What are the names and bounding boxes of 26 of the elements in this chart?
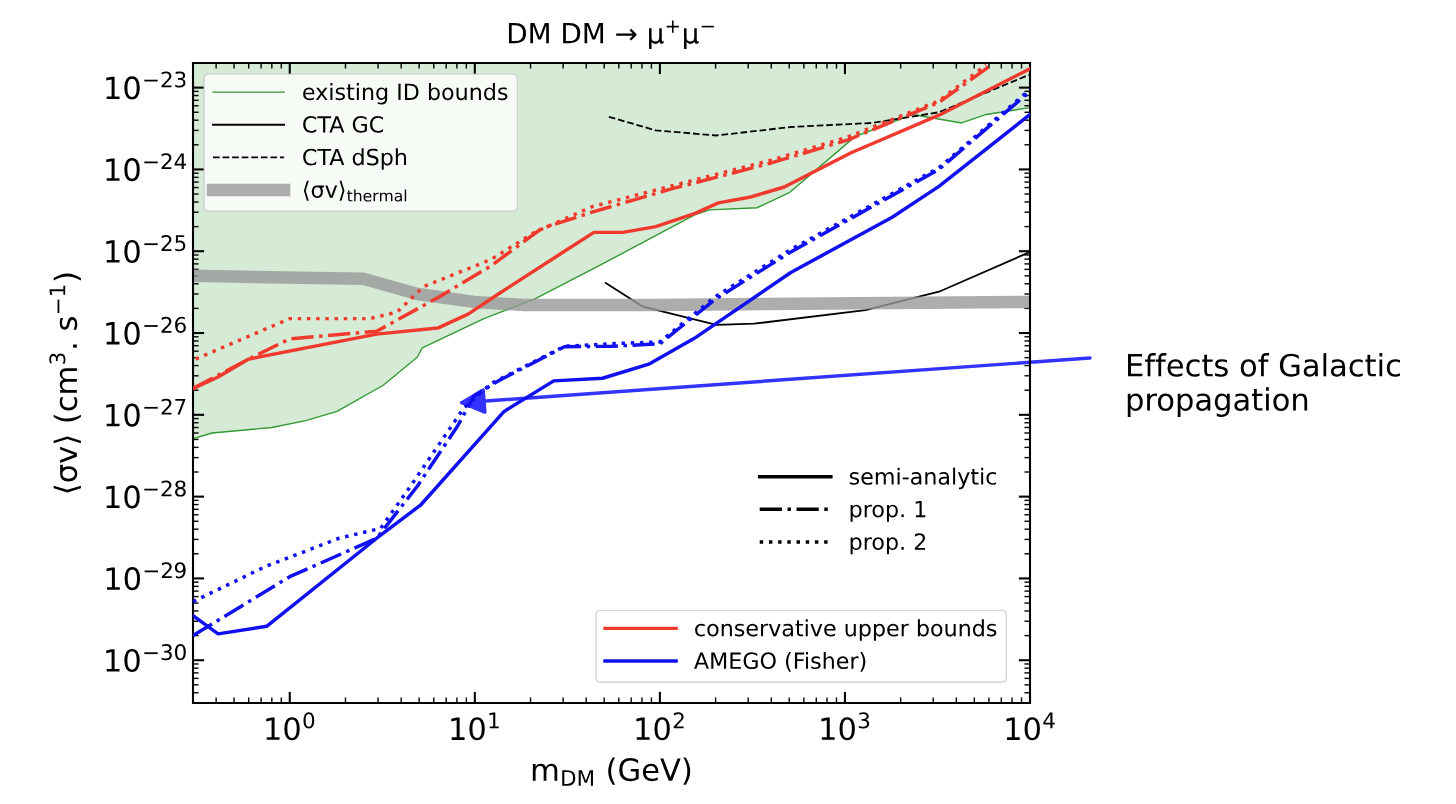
x-tick-label: 10$^{3}$ [821,712,870,741]
y-tick-label: 10$^{−27}$ [106,398,186,427]
x-tick-label: 10$^{2}$ [636,712,684,741]
legend-label: existing ID bounds [303,83,508,105]
y-tick-label: 10$^{−26}$ [106,316,186,345]
chart-title: DM DM → μ$^{+}$μ$^{−}$ [508,20,714,50]
y-tick-label: 10$^{−24}$ [106,153,186,182]
y-tick-label: 10$^{−29}$ [106,562,186,591]
y-tick-label: 10$^{−25}$ [106,235,186,264]
legend-label: conservative upper bounds [695,619,997,641]
legend-label: AMEGO (Fisher) [694,651,866,672]
text: Effects of Galactic propagation [1127,353,1400,417]
legend-label: CTA dSph [303,148,407,170]
y-tick-label: 10$^{−30}$ [106,644,186,673]
y-axis-title: ⟨σv⟩ (cm$^{3}$. s$^{−1}$) [49,273,81,493]
legend-label: prop. 1 [850,500,926,522]
legend-label: ⟨σv⟩$_{thermal}$ [303,180,407,202]
legend-label: semi-analytic [849,467,997,490]
x-tick-label: 10$^{4}$ [1006,712,1055,741]
y-tick-label: 10$^{−23}$ [106,71,186,100]
y-tick-label: 10$^{−28}$ [106,480,186,509]
legend-label: prop. 2 [850,533,926,555]
legend-label: CTA GC [303,116,384,133]
x-tick-label: 10$^{1}$ [451,712,499,741]
x-axis-title: m$_{DM}$ (GeV) [532,757,691,786]
x-tick-label: 10$^{0}$ [266,712,315,741]
